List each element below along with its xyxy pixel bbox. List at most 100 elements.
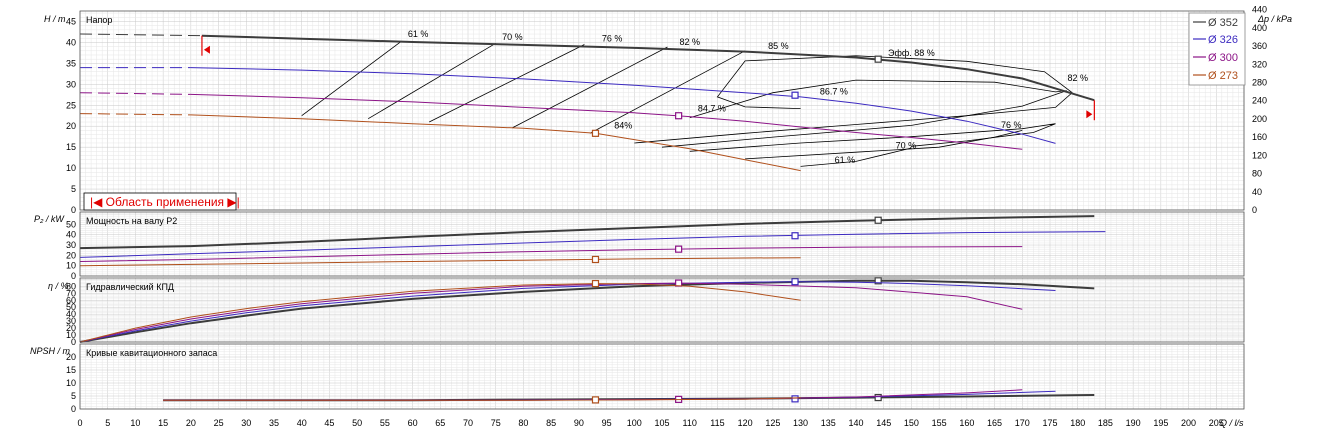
power-ytick: 10 — [66, 261, 76, 271]
iso-efficiency-label: 82 % — [679, 37, 700, 47]
power-series-d352 — [79, 215, 1095, 250]
iso-efficiency-label: 84% — [614, 121, 632, 131]
application-zone-box — [83, 192, 237, 211]
iso-efficiency-label: Эфф. 88 % — [888, 48, 935, 58]
efficiency-frame — [79, 277, 1245, 343]
iso-efficiency-loop — [661, 79, 1067, 148]
frame — [79, 10, 1245, 410]
power-y-label: P₂ / kW — [34, 214, 65, 224]
npsh-bep-marker-d326 — [791, 395, 799, 403]
iso-efficiency-line — [367, 42, 496, 120]
x-tick: 115 — [710, 418, 724, 428]
efficiency-series-d326 — [79, 281, 1056, 343]
power-series-d300 — [79, 246, 1023, 262]
x-tick: 65 — [435, 418, 445, 428]
npsh-ytick: 0 — [71, 404, 76, 414]
head-ytick: 35 — [66, 58, 76, 68]
head-y2tick: 0 — [1252, 205, 1257, 215]
x-tick: 80 — [518, 418, 528, 428]
iso-efficiency-loop — [634, 55, 1073, 144]
iso-efficiency-label: 86.7 % — [820, 86, 848, 96]
efficiency-ytick: 60 — [66, 295, 76, 305]
head-y2-label: Δp / kPa — [1257, 14, 1292, 24]
iso-efficiency-line — [429, 44, 585, 123]
x-tick: 205 — [1209, 418, 1224, 428]
iso-efficiency-label: 61 % — [408, 29, 429, 39]
head-series-d273-dashed — [79, 113, 191, 116]
x-tick: 55 — [380, 418, 390, 428]
legend-box — [1188, 12, 1246, 86]
x-tick: 15 — [158, 418, 168, 428]
efficiency-series-d300 — [79, 282, 1023, 343]
iso-efficiency-label: 76 % — [602, 34, 623, 44]
x-tick: 110 — [683, 418, 697, 428]
iso-efficiency-label: 61 % — [835, 155, 856, 165]
power-frame — [79, 211, 1245, 277]
iso-efficiency-label: 85 % — [768, 41, 789, 51]
efficiency-series-d273 — [79, 283, 801, 343]
efficiency-ytick: 50 — [66, 302, 76, 312]
iso-efficiency-loop — [689, 123, 1056, 152]
npsh-bep-marker-d273 — [591, 396, 600, 404]
x-tick: 140 — [848, 418, 863, 428]
head-series-d300 — [190, 93, 1023, 150]
efficiency-ytick: 10 — [66, 330, 76, 340]
x-tick: 145 — [876, 418, 891, 428]
iso-efficiency-label: 84.7 % — [698, 104, 726, 114]
x-tick: 30 — [241, 418, 251, 428]
head-y2tick: 200 — [1252, 114, 1267, 124]
x-tick: 50 — [352, 418, 362, 428]
head-y2tick: 360 — [1252, 41, 1267, 51]
zone-right-arrow — [1086, 110, 1093, 119]
iso-efficiency-line — [301, 40, 402, 117]
head-y2tick: 120 — [1252, 150, 1267, 160]
efficiency-ytick: 30 — [66, 316, 76, 326]
power-bep-marker-d326 — [791, 232, 799, 240]
iso-efficiency-loop — [745, 130, 1023, 160]
efficiency-bep-marker-d326 — [791, 278, 799, 286]
efficiency-ytick: 80 — [66, 281, 76, 291]
x-tick: 60 — [408, 418, 418, 428]
head-ytick: 15 — [66, 142, 76, 152]
x-tick: 160 — [959, 418, 974, 428]
power-bep-marker-d352 — [874, 216, 882, 224]
head-ytick: 10 — [66, 163, 76, 173]
iso-efficiency-line — [589, 50, 746, 134]
x-tick: 180 — [1070, 418, 1085, 428]
efficiency-bep-marker-d273 — [591, 279, 600, 288]
efficiency-ytick: 20 — [66, 323, 76, 333]
efficiency-bep-marker-d300 — [675, 279, 683, 287]
head-y2tick: 440 — [1252, 5, 1267, 15]
head-ytick: 40 — [66, 37, 76, 47]
head-bep-marker-d273 — [591, 129, 600, 137]
npsh-ytick: 10 — [66, 378, 76, 388]
npsh-frame — [79, 343, 1245, 410]
iso-efficiency-label: 70 % — [896, 140, 917, 150]
x-tick: 200 — [1181, 418, 1196, 428]
x-tick: 95 — [602, 418, 612, 428]
x-tick: 175 — [1042, 418, 1057, 428]
head-ytick: 25 — [66, 100, 76, 110]
x-tick: 90 — [574, 418, 584, 428]
x-tick: 35 — [269, 418, 279, 428]
x-tick: 155 — [932, 418, 947, 428]
power-bep-marker-d300 — [675, 245, 683, 253]
head-ytick: 0 — [71, 205, 76, 215]
x-tick: 0 — [77, 418, 82, 428]
head-series-d300-dashed — [79, 92, 191, 95]
efficiency-ytick: 0 — [71, 337, 76, 347]
power-ytick: 0 — [71, 271, 76, 281]
npsh-ytick: 20 — [66, 352, 76, 362]
head-ytick: 30 — [66, 79, 76, 89]
efficiency-y-label: η / % — [48, 281, 69, 291]
iso-efficiency-label: 70 % — [502, 32, 523, 42]
grid — [79, 11, 1245, 410]
series-layer — [79, 33, 1106, 404]
legend-label-300: Ø 300 — [1208, 52, 1238, 64]
power-bep-marker-d273 — [591, 255, 600, 264]
zone-left-arrow — [203, 45, 210, 54]
x-tick: 120 — [738, 418, 753, 428]
head-bep-marker-d326 — [791, 91, 799, 99]
power-ytick: 20 — [66, 250, 76, 260]
npsh-ytick: 15 — [66, 365, 76, 375]
